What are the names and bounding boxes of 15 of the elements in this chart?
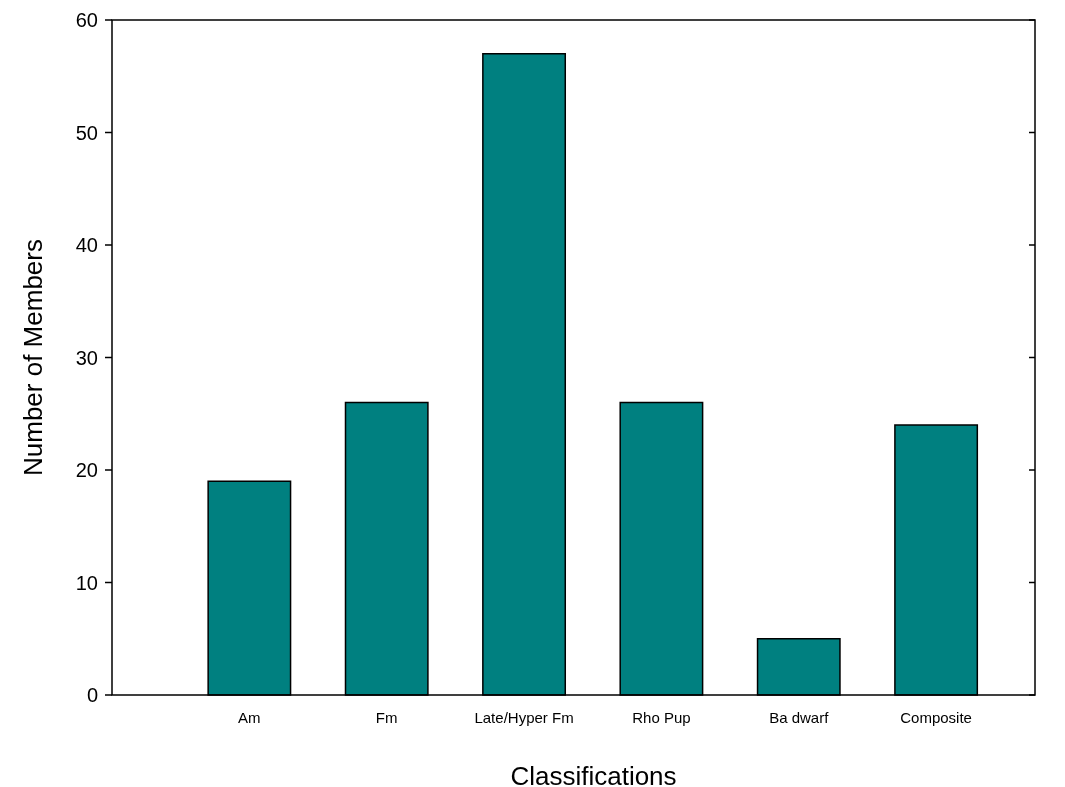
y-tick-label: 20 xyxy=(75,459,98,481)
x-tick-label: Fm xyxy=(375,709,398,726)
y-tick-label: 30 xyxy=(75,346,98,369)
x-axis-title: Classifications xyxy=(510,761,677,787)
x-tick-label: Rho Pup xyxy=(632,709,691,726)
y-tick-label: 10 xyxy=(75,571,98,594)
y-tick-label: 40 xyxy=(75,234,98,256)
y-tick-label: 0 xyxy=(86,684,98,706)
y-axis-title: Number of Members xyxy=(18,239,48,476)
x-tick-label: Late/Hyper Fm xyxy=(474,709,574,726)
y-tick-label: 60 xyxy=(75,9,98,31)
x-tick-label: Ba dwarf xyxy=(769,709,830,726)
x-tick-label: Composite xyxy=(900,709,972,726)
x-tick-label: Am xyxy=(238,709,261,726)
y-tick-label: 50 xyxy=(75,121,98,144)
